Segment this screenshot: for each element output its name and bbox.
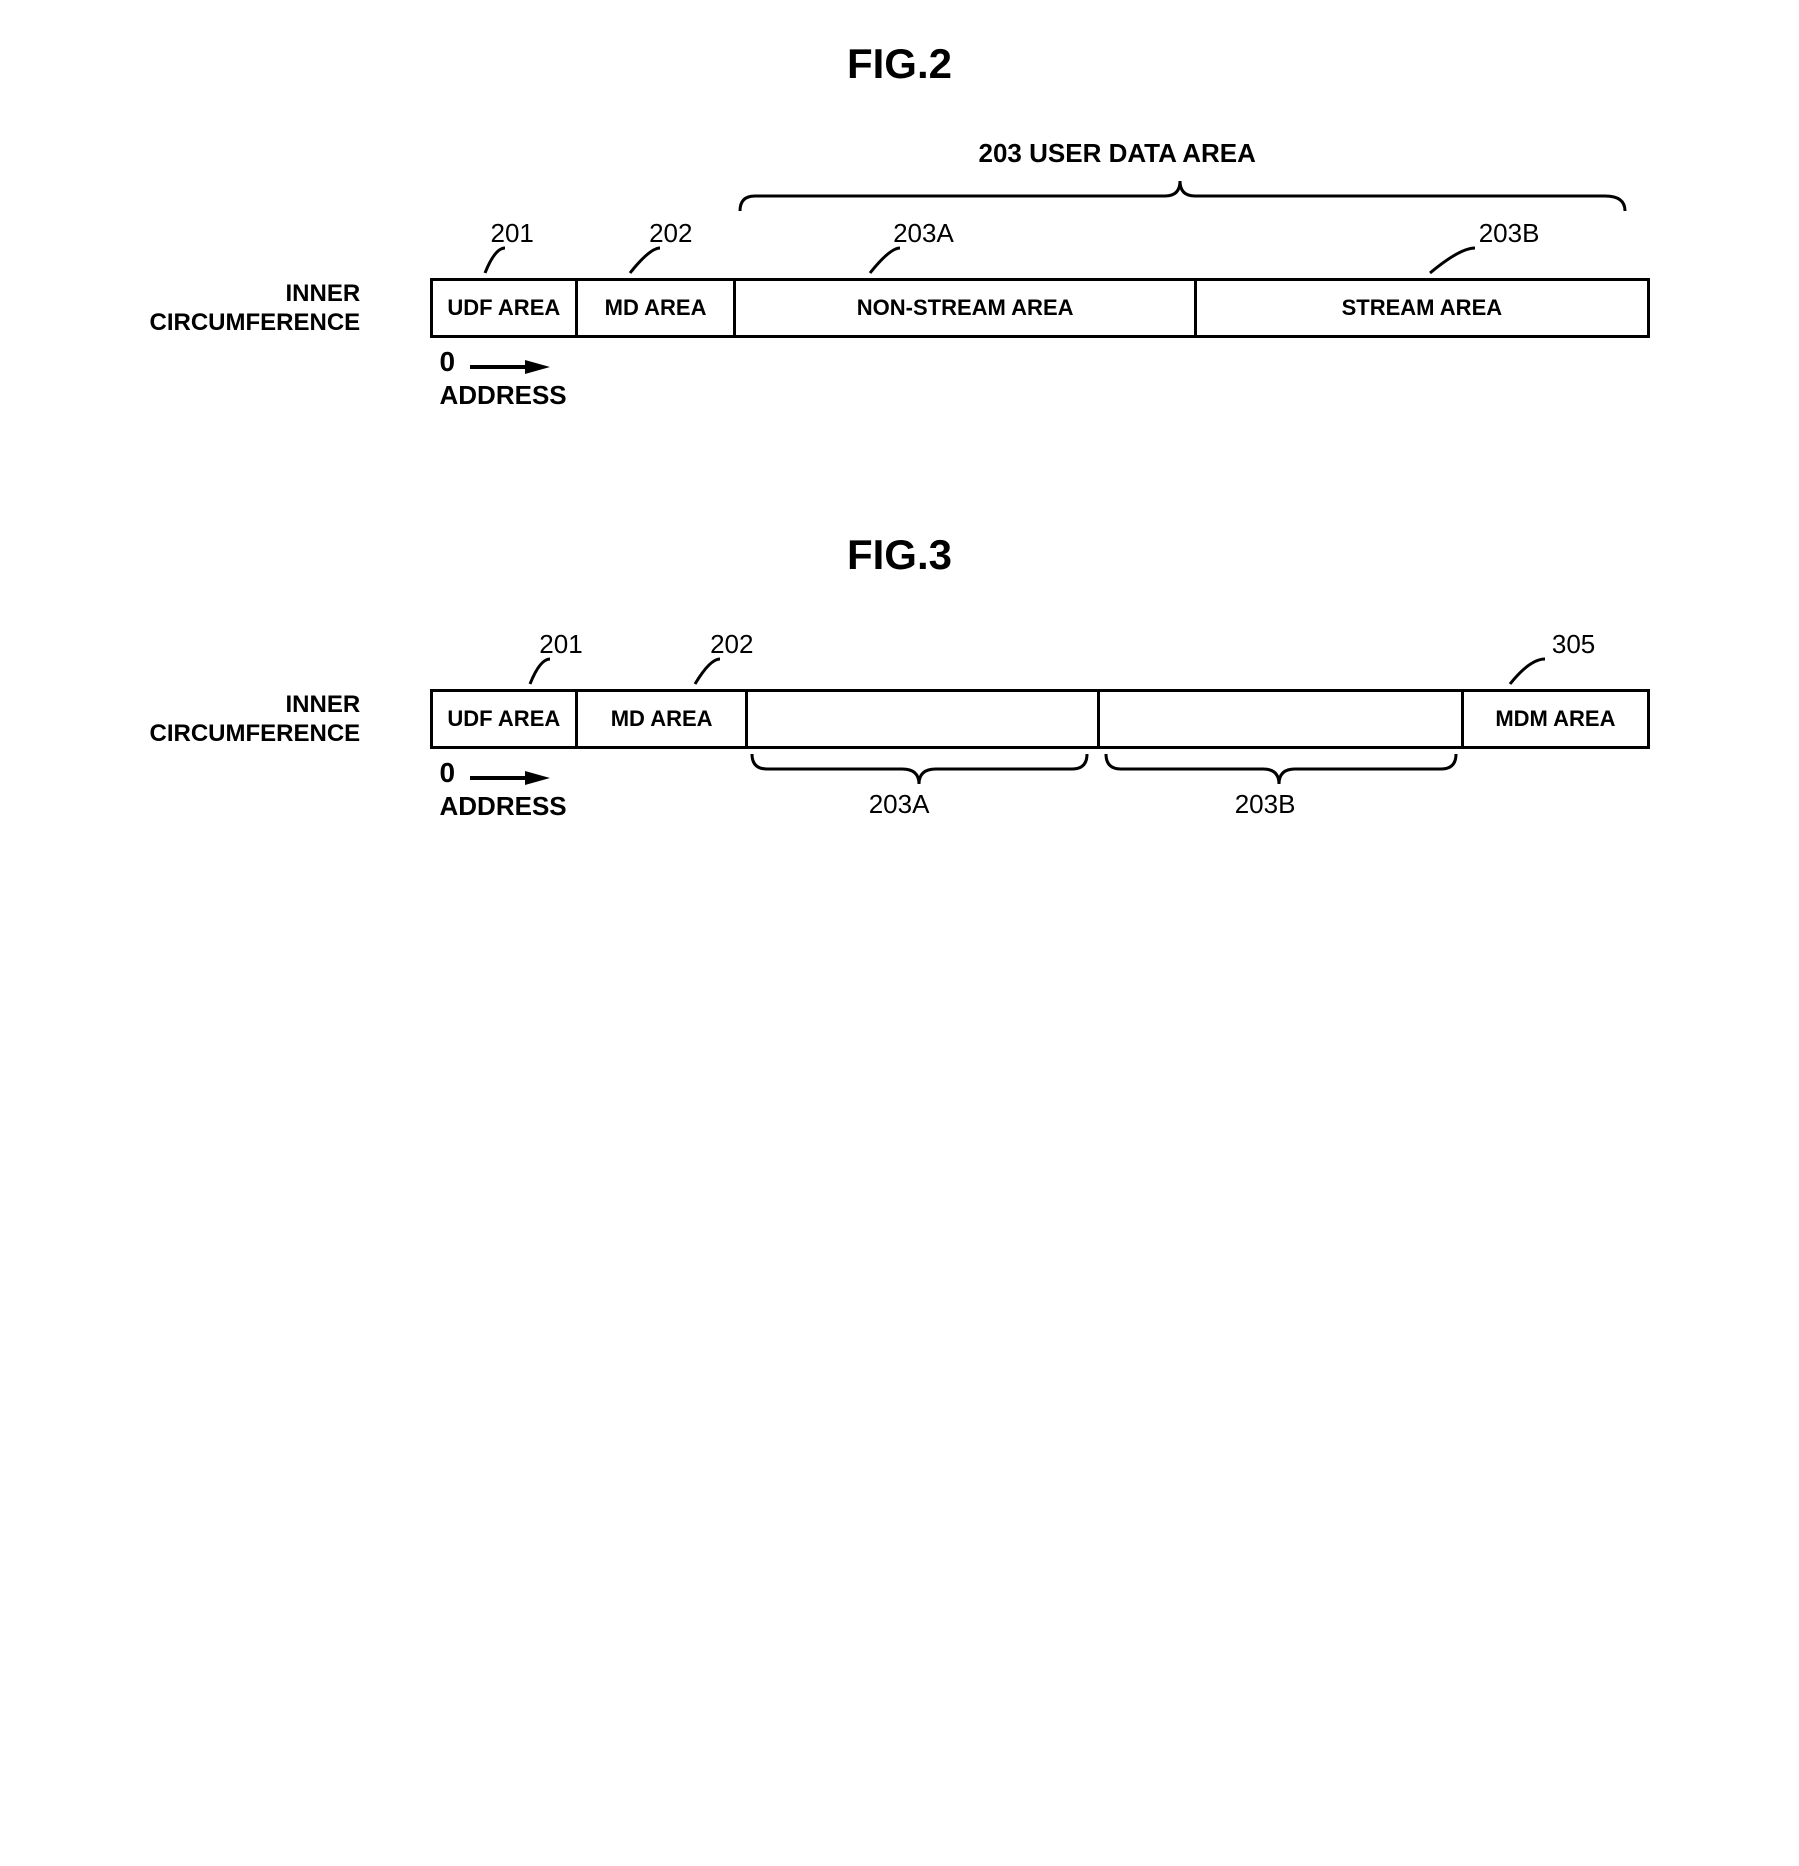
fig3-ref-203B: 203B: [1235, 789, 1296, 820]
fig3-inner-circ-text: INNER CIRCUMFERENCE: [150, 691, 361, 749]
fig2-address-arrow-icon: [470, 358, 550, 378]
fig2-diagram: 203 USER DATA AREA 201 202 203A 203B INN…: [150, 138, 1650, 411]
fig2-address-label: ADDRESS: [440, 380, 1650, 411]
fig3-lead-lines: [430, 654, 1650, 689]
fig2-user-data-header: 203 USER DATA AREA: [430, 138, 1650, 218]
fig3-inner-circ: INNER CIRCUMFERENCE: [150, 691, 361, 749]
fig2-title: FIG.2: [40, 40, 1759, 88]
figure-2: FIG.2 203 USER DATA AREA 201 202 203A 20…: [40, 40, 1759, 411]
fig2-address: 0 ADDRESS: [430, 338, 1650, 411]
fig3-box-empty2: [1100, 692, 1464, 746]
fig3-box-empty1: [748, 692, 1100, 746]
fig2-address-zero: 0: [440, 346, 456, 378]
fig2-box-nonstream: NON-STREAM AREA: [736, 281, 1197, 335]
fig2-user-data-label: 203 USER DATA AREA: [979, 138, 1256, 169]
fig3-boxes: UDF AREA MD AREA MDM AREA: [430, 689, 1650, 749]
fig3-address-label: ADDRESS: [440, 791, 567, 822]
figure-3: FIG.3 201 202 305 INNER CIRCUMFERENCE UD…: [40, 531, 1759, 822]
fig2-inner-circ: INNER CIRCUMFERENCE: [150, 280, 361, 338]
fig3-box-md: MD AREA: [578, 692, 748, 746]
fig2-lead-lines: [430, 243, 1650, 278]
fig2-ref-row: 201 202 203A 203B: [430, 218, 1650, 278]
fig3-box-mdm: MDM AREA: [1464, 692, 1646, 746]
fig3-ref-203A: 203A: [869, 789, 930, 820]
fig3-brace-203A: [747, 749, 1101, 789]
fig2-box-udf: UDF AREA: [433, 281, 579, 335]
fig2-brace-top: [735, 176, 1650, 216]
fig2-inner-circ-text: INNER CIRCUMFERENCE: [150, 280, 361, 338]
fig3-bottom: 0 ADDRESS 203A 203B: [430, 749, 1650, 822]
fig3-address-arrow-icon: [470, 769, 550, 789]
fig3-box-udf: UDF AREA: [433, 692, 579, 746]
fig3-brace-203B: [1101, 749, 1467, 789]
fig3-diagram: 201 202 305 INNER CIRCUMFERENCE UDF AREA…: [150, 629, 1650, 822]
fig2-box-md: MD AREA: [578, 281, 736, 335]
fig3-title: FIG.3: [40, 531, 1759, 579]
fig2-box-stream: STREAM AREA: [1197, 281, 1646, 335]
fig3-address-zero: 0: [440, 757, 456, 789]
fig2-boxes: UDF AREA MD AREA NON-STREAM AREA STREAM …: [430, 278, 1650, 338]
fig3-ref-row: 201 202 305: [430, 629, 1650, 689]
